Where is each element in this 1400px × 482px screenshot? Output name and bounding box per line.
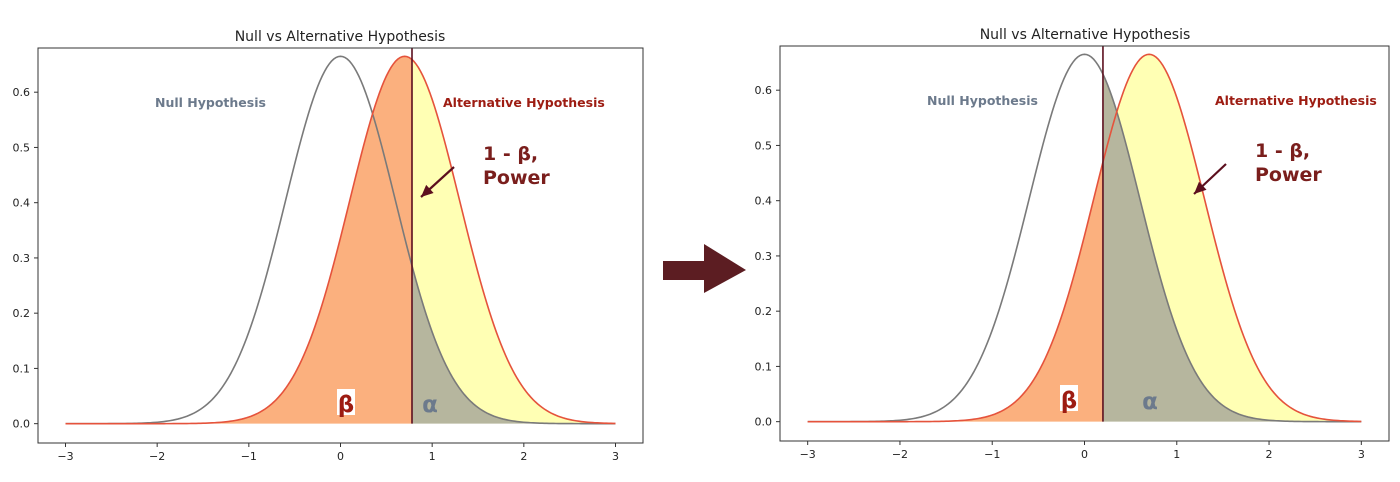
x-tick-label: 1 <box>429 450 436 463</box>
right-arrow-icon <box>663 244 746 293</box>
null-curve <box>807 53 1362 423</box>
y-tick-label: 0.5 <box>13 141 31 154</box>
power-label-line2: Power <box>483 167 550 189</box>
x-tick-label: −1 <box>241 450 257 463</box>
y-tick-label: 0.6 <box>755 84 773 97</box>
y-tick-label: 0.2 <box>13 307 31 320</box>
y-tick-label: 0.0 <box>755 416 773 429</box>
alternative-hypothesis-label: Alternative Hypothesis <box>1215 93 1377 108</box>
power-region <box>412 59 616 424</box>
x-tick-label: −2 <box>149 450 165 463</box>
power-arrow-icon <box>421 184 434 197</box>
x-tick-label: −2 <box>892 448 908 461</box>
x-tick-label: 2 <box>1266 448 1273 461</box>
y-tick-label: 0.3 <box>13 252 31 265</box>
x-tick-label: −3 <box>57 450 73 463</box>
chart-right: −3 −2 −1 0 1 2 3 0.0 0.1 0.2 0.3 0.4 0.5 0.6 Null vs A… <box>755 27 1390 461</box>
y-tick-label: 0.4 <box>755 195 773 208</box>
null-hypothesis-label: Null Hypothesis <box>155 95 266 110</box>
alternative-curve <box>65 55 616 425</box>
beta-region <box>65 56 412 424</box>
alternative-curve <box>807 53 1362 423</box>
alpha-region <box>1102 74 1362 422</box>
x-tick-label: 3 <box>1358 448 1365 461</box>
y-tick-label: 0.6 <box>13 86 31 99</box>
null-hypothesis-label: Null Hypothesis <box>927 93 1038 108</box>
beta-label-box <box>337 389 355 415</box>
power-label-line1: 1 - β, <box>1255 140 1310 162</box>
x-tick-label: 0 <box>1081 448 1088 461</box>
beta-label-box <box>1060 385 1078 411</box>
beta-label: β <box>1061 388 1077 414</box>
x-tick-label: 1 <box>1173 448 1180 461</box>
x-tick-label: 0 <box>337 450 344 463</box>
null-curve <box>65 55 616 425</box>
y-tick-label: 0.4 <box>13 197 31 210</box>
alpha-region <box>412 265 616 424</box>
power-region <box>1102 54 1362 422</box>
x-tick-label: 3 <box>612 450 619 463</box>
x-tick-label: 2 <box>520 450 527 463</box>
chart-left: −3 −2 −1 0 1 2 3 0.0 0.1 0.2 0.3 0.4 0.5 0.6 Null vs A… <box>13 29 644 463</box>
alternative-hypothesis-label: Alternative Hypothesis <box>443 95 605 110</box>
chart-title: Null vs Alternative Hypothesis <box>235 29 446 45</box>
arrow-shaft <box>663 261 713 280</box>
chart-title: Null vs Alternative Hypothesis <box>980 27 1191 43</box>
alpha-label: α <box>422 392 438 418</box>
power-arrow-icon <box>1194 181 1207 194</box>
power-label-line2: Power <box>1255 164 1322 186</box>
beta-label: β <box>338 392 354 418</box>
y-tick-label: 0.3 <box>755 250 773 263</box>
alpha-label: α <box>1142 389 1158 415</box>
x-tick-label: −1 <box>984 448 1000 461</box>
x-tick-label: −3 <box>800 448 816 461</box>
y-tick-label: 0.1 <box>755 360 773 373</box>
arrow-head <box>704 244 746 293</box>
y-tick-label: 0.2 <box>755 305 773 318</box>
y-tick-label: 0.5 <box>755 139 773 152</box>
beta-region <box>807 162 1103 422</box>
y-tick-label: 0.1 <box>13 362 31 375</box>
power-label-line1: 1 - β, <box>483 143 538 165</box>
y-tick-label: 0.0 <box>13 418 31 431</box>
